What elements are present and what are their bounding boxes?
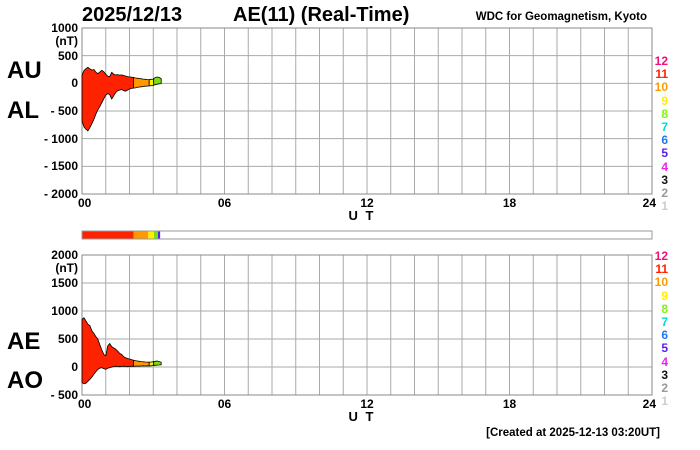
station-bar-segment <box>158 231 161 239</box>
plot-title: AE(11) (Real-Time) <box>233 4 410 26</box>
y-tick-label: 500 <box>57 48 78 63</box>
station-count-3: 3 <box>661 367 668 382</box>
station-count-11: 11 <box>655 262 668 277</box>
axis-label-ae: AE <box>7 328 41 355</box>
au-al-area-segment <box>153 76 162 86</box>
station-count-9: 9 <box>661 288 668 303</box>
au-al-area-segment <box>148 78 155 87</box>
station-count-10: 10 <box>654 80 668 95</box>
x-tick-label: 06 <box>217 196 232 210</box>
y-axis-unit-label: (nT) <box>55 34 78 48</box>
station-count-7: 7 <box>661 119 668 134</box>
station-count-2: 2 <box>661 380 668 395</box>
station-count-1: 1 <box>661 199 668 214</box>
station-count-12: 12 <box>654 54 668 68</box>
station-count-5: 5 <box>661 341 668 356</box>
ut-label-top: U T <box>348 208 376 223</box>
station-bar-segment <box>148 231 154 239</box>
y-tick-label: 0 <box>71 76 78 91</box>
station-bar-segment <box>82 231 134 239</box>
station-count-11: 11 <box>655 67 668 82</box>
station-bar-segment <box>133 231 149 239</box>
y-tick-label: - 2000 <box>43 187 78 201</box>
x-tick-label: 18 <box>502 397 517 411</box>
y-tick-label: 1500 <box>51 276 78 290</box>
station-count-6: 6 <box>661 328 668 343</box>
station-bar-track <box>82 231 652 239</box>
au-al-area-segment <box>133 77 150 89</box>
x-tick-label: 24 <box>642 196 656 210</box>
station-count-1: 1 <box>661 394 668 409</box>
station-count-9: 9 <box>661 93 668 108</box>
source-label: WDC for Geomagnetism, Kyoto <box>475 11 647 23</box>
station-bar-segment <box>153 231 158 239</box>
x-tick-label: 06 <box>217 397 232 411</box>
station-count-6: 6 <box>661 133 668 148</box>
au-al-area-segment <box>81 66 134 132</box>
x-tick-label: 00 <box>78 397 92 411</box>
station-bar-border <box>81 230 653 240</box>
station-count-2: 2 <box>661 185 668 200</box>
station-count-5: 5 <box>661 146 668 161</box>
y-tick-label: - 1500 <box>43 159 78 174</box>
station-count-4: 4 <box>661 159 668 174</box>
y-tick-label: 0 <box>71 360 78 374</box>
station-count-8: 8 <box>661 106 668 121</box>
x-tick-label: 24 <box>642 397 656 411</box>
y-tick-label: 1000 <box>51 304 78 318</box>
station-count-12: 12 <box>654 249 668 263</box>
station-count-8: 8 <box>661 301 668 316</box>
y-tick-label: 2000 <box>51 248 78 262</box>
ut-label-bottom: U T <box>348 409 376 424</box>
y-tick-label: 500 <box>57 332 78 346</box>
station-count-4: 4 <box>661 354 668 369</box>
x-tick-label: 18 <box>502 196 517 210</box>
station-count-10: 10 <box>654 275 668 290</box>
ae-ao-area-segment <box>133 359 150 367</box>
y-tick-label: 1000 <box>51 21 78 35</box>
axis-label-al: AL <box>7 97 39 124</box>
y-tick-label: - 500 <box>50 104 78 118</box>
station-count-legend-bottom: 12 11 10 9 8 7 6 5 4 3 2 1 <box>628 249 668 409</box>
ae-ao-area-segment <box>148 361 155 367</box>
ae-ao-area-segment <box>153 360 162 366</box>
y-tick-label: - 500 <box>50 388 78 402</box>
ae-ao-area-segment <box>81 317 134 385</box>
station-count-3: 3 <box>661 172 668 187</box>
x-tick-label: 12 <box>360 196 374 210</box>
y-axis-unit-label: (nT) <box>55 261 78 275</box>
x-tick-label: 12 <box>360 397 374 411</box>
y-tick-label: - 1000 <box>43 131 78 146</box>
axis-label-au: AU <box>7 57 42 84</box>
created-at-label: [Created at 2025-12-13 03:20UT] <box>486 427 660 439</box>
axis-label-ao: AO <box>7 367 43 394</box>
station-count-7: 7 <box>661 314 668 329</box>
plot-date: 2025/12/13 <box>82 4 183 26</box>
station-count-legend-top: 12 11 10 9 8 7 6 5 4 3 2 1 <box>628 54 668 214</box>
x-tick-label: 00 <box>78 196 92 210</box>
